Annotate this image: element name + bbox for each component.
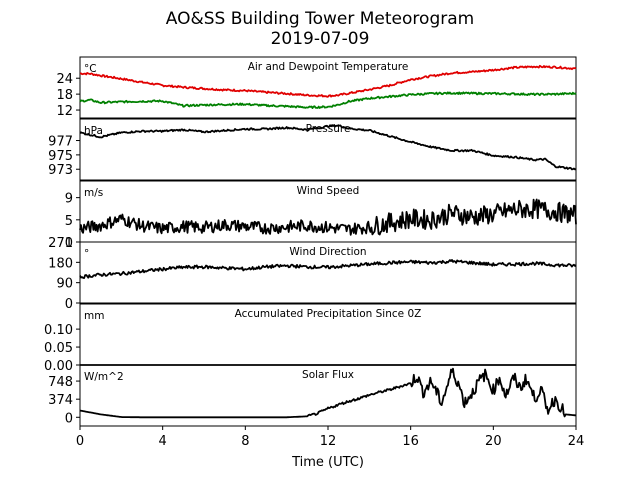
y-tick-label: 748 (48, 375, 73, 390)
x-tick-label: 4 (159, 434, 167, 449)
x-tick-label: 24 (568, 434, 585, 449)
y-tick-label: 0.05 (44, 341, 73, 356)
panel-unit: mm (84, 310, 104, 322)
x-tick-label: 12 (320, 434, 337, 449)
y-tick-label: 24 (56, 72, 73, 87)
series-line-1 (79, 124, 577, 171)
x-tick-label: 0 (76, 434, 84, 449)
y-tick-label: 18 (56, 88, 73, 103)
x-tick-label: 20 (485, 434, 502, 449)
series-line-1 (79, 259, 577, 279)
panel-frame (79, 118, 577, 181)
x-axis: 0 4 8 12 16 20 24 (76, 426, 584, 449)
y-tick-label: 0.00 (44, 359, 73, 374)
panel-frame (79, 56, 577, 119)
y-tick-label: 180 (48, 256, 73, 271)
x-tick-label: 8 (241, 434, 249, 449)
series-line-1 (79, 367, 576, 419)
panel-unit: °C (84, 63, 97, 75)
y-tick-label: 973 (48, 163, 73, 178)
y-tick-label: 9 (65, 192, 73, 207)
series-line-1 (79, 64, 577, 98)
y-tick-label: 270 (48, 236, 73, 251)
y-tick-label: 5 (65, 214, 73, 229)
y-tick-label: 90 (56, 277, 73, 292)
y-tick-label: 12 (56, 104, 73, 119)
y-tick-label: 0 (65, 297, 73, 312)
panel-title: Pressure (306, 123, 351, 135)
panel-5: 0.00 0.05 0.10 mm Accumulated Precipitation … (44, 303, 577, 374)
panel-unit: W/m^2 (84, 371, 124, 383)
panel-title: Wind Speed (297, 185, 360, 197)
y-tick-label: 374 (48, 393, 73, 408)
series-line-2 (79, 91, 577, 109)
panel-4: 0 90 180 270 ° Wind Direction (48, 236, 577, 312)
y-tick-label: 0.10 (44, 323, 73, 338)
panel-frame (79, 241, 577, 304)
panel-title: Air and Dewpoint Temperature (248, 61, 409, 73)
figure-title-line2: 2019-07-09 (271, 29, 370, 49)
y-tick-label: 977 (48, 135, 73, 150)
panel-unit: m/s (84, 187, 103, 199)
panel-3: 1 5 9 m/s Wind Speed (65, 180, 577, 251)
x-axis-label: Time (UTC) (291, 455, 364, 470)
y-tick-label: 975 (48, 149, 73, 164)
panel-6: 0 374 748 W/m^2 Solar Flux (48, 364, 577, 427)
panel-unit: hPa (84, 125, 103, 137)
y-tick-label: 0 (65, 411, 73, 426)
figure-title-line1: AO&SS Building Tower Meteorogram (166, 9, 474, 29)
panel-unit: ° (84, 248, 89, 260)
series-line-1 (79, 198, 577, 236)
panel-title: Accumulated Precipitation Since 0Z (235, 308, 422, 320)
panel-title: Solar Flux (302, 369, 354, 381)
x-tick-label: 16 (402, 434, 419, 449)
y-tick-label: 1 (65, 236, 73, 251)
panel-title: Wind Direction (289, 246, 366, 258)
